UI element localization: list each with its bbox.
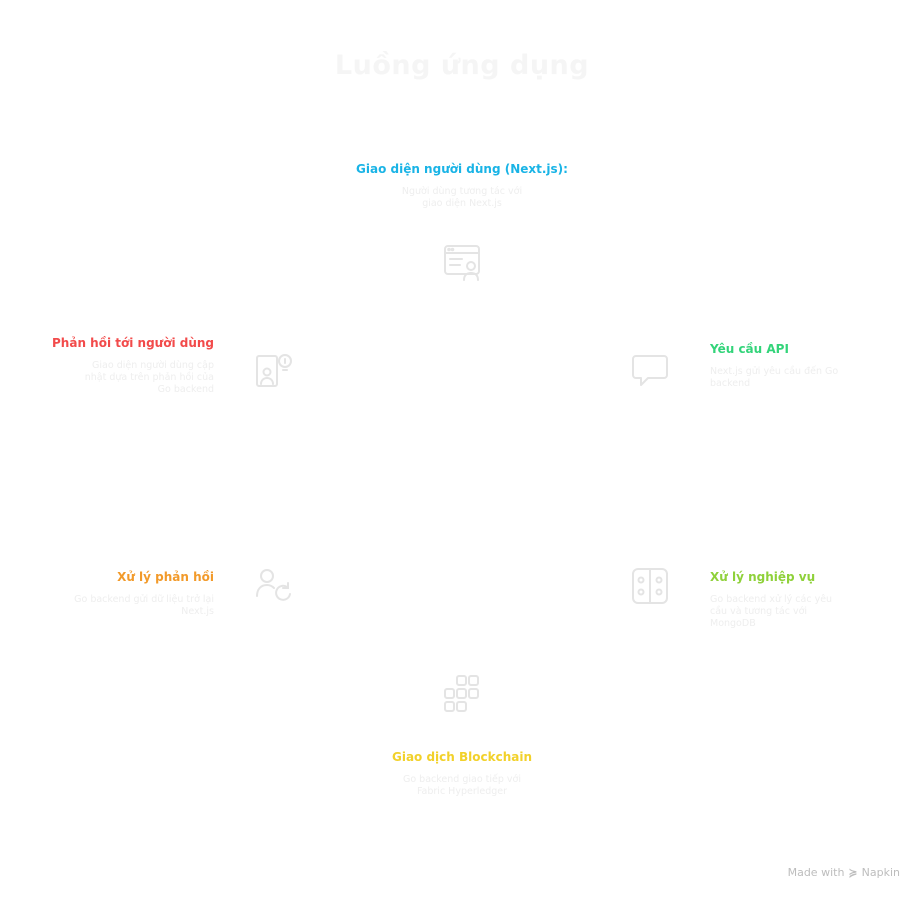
response-desc: Go backend gửi dữ liệu trở lại Next.js xyxy=(74,594,214,617)
blocks-icon xyxy=(442,674,482,714)
blockchain-desc: Go backend giao tiếp với Fabric Hyperled… xyxy=(402,774,521,797)
frontend-desc: Người dùng tương tác với giao diện Next.… xyxy=(401,186,523,209)
footer: Made with ≽ Napkin xyxy=(788,866,900,879)
api-title: Yêu cầu API xyxy=(710,342,789,356)
blockchain-title: Giao dịch Blockchain xyxy=(391,750,533,764)
business-desc: Go backend xử lý các yêu cầu và tương tá… xyxy=(710,594,833,629)
controller-icon xyxy=(630,566,670,606)
napkin-logo-icon: ≽ xyxy=(848,866,858,879)
user-feedback-title: Phản hồi tới người dùng xyxy=(52,336,214,350)
brand-label: Napkin xyxy=(861,866,900,879)
browser-user-icon xyxy=(442,242,482,282)
made-with-label: Made with xyxy=(787,866,845,879)
user-idea-icon xyxy=(254,350,294,390)
response-title: Xử lý phản hồi xyxy=(117,570,214,584)
api-desc: Next.js gửi yêu cầu đến Go backend xyxy=(710,366,839,389)
business-title: Xử lý nghiệp vụ xyxy=(710,570,816,584)
user-refresh-icon xyxy=(254,566,294,606)
user-feedback-desc: Giao diện người dùng cập nhật dựa trên p… xyxy=(84,360,214,395)
frontend-title: Giao diện người dùng (Next.js): xyxy=(356,162,568,176)
diagram-title: Luồng ứng dụng xyxy=(334,50,590,81)
chat-bubble-icon xyxy=(630,350,670,390)
